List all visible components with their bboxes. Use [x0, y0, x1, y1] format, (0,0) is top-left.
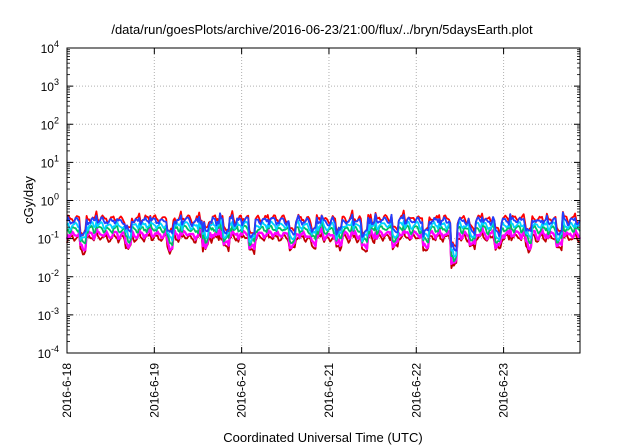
- y-tick-label: 102: [41, 115, 59, 132]
- series-line: [66, 211, 581, 252]
- y-ticks: 10-4 10-3 10-2 10-1 100 101 102 103 104: [38, 39, 580, 361]
- y-tick-label: 10-4: [38, 344, 59, 361]
- x-ticks: 2016-6-18 2016-6-19 2016-6-20 2016-6-21 2016…: [60, 48, 511, 418]
- plot-frame: [66, 47, 581, 354]
- x-tick-label: 2016-6-23: [497, 363, 511, 418]
- y-tick-label: 10-2: [38, 268, 59, 285]
- y-tick-label: 103: [41, 77, 59, 94]
- x-tick-label: 2016-6-18: [60, 363, 74, 418]
- x-tick-label: 2016-6-19: [147, 363, 161, 418]
- x-tick-label: 2016-6-21: [322, 363, 336, 418]
- y-tick-label: 101: [41, 153, 59, 170]
- y-tick-label: 100: [41, 192, 59, 209]
- grid: [67, 48, 580, 353]
- chart-title: /data/run/goesPlots/archive/2016-06-23/2…: [111, 22, 533, 37]
- x-tick-label: 2016-6-22: [409, 363, 423, 418]
- y-tick-label: 10-1: [38, 230, 59, 247]
- x-tick-label: 2016-6-20: [235, 363, 249, 418]
- y-tick-label: 104: [41, 39, 59, 56]
- series-group: [65, 209, 582, 270]
- x-axis-label: Coordinated Universal Time (UTC): [223, 430, 422, 445]
- y-tick-label: 10-3: [38, 306, 59, 323]
- y-axis-label: cGy/day: [21, 176, 36, 224]
